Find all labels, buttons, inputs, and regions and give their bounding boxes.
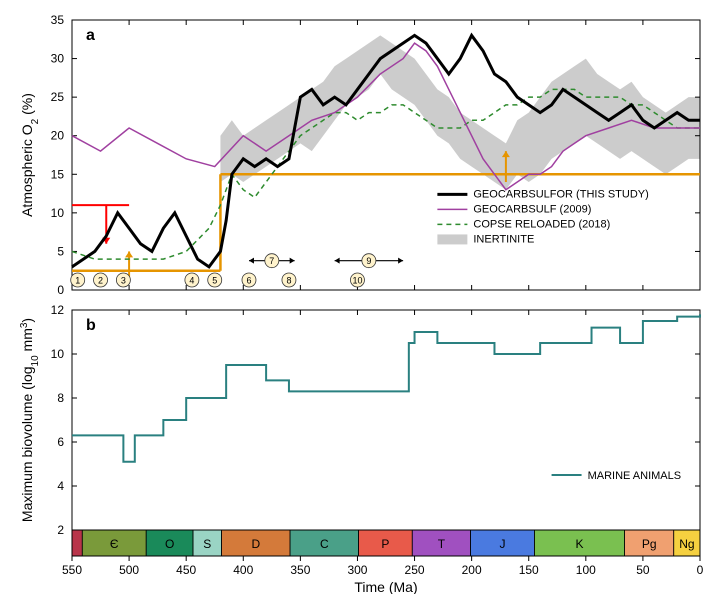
geo-period-label: Pg — [642, 537, 657, 551]
event-circle-label: 2 — [98, 275, 103, 285]
geo-period-label: Є — [110, 537, 119, 551]
panel-a-label: a — [86, 27, 95, 44]
event-arrow-head — [290, 258, 295, 264]
ytick-label-b: 10 — [51, 347, 65, 361]
legend-swatch — [437, 234, 467, 244]
event-circle-label: 10 — [352, 275, 362, 285]
orange-arrow-head — [125, 251, 133, 257]
legend-label: GEOCARBSULF (2009) — [473, 203, 591, 215]
ytick-label-a: 20 — [51, 129, 65, 143]
geo-period-label: Ng — [679, 537, 694, 551]
ylabel-b: Maximum biovolume (log10 mm3) — [19, 318, 41, 522]
ytick-label-a: 10 — [51, 206, 65, 220]
ytick-label-b: 6 — [57, 435, 64, 449]
ytick-label-b: 2 — [57, 523, 64, 537]
event-circle-label: 6 — [246, 275, 251, 285]
xtick-label: 500 — [119, 563, 139, 577]
xtick-label: 400 — [233, 563, 253, 577]
chart-svg: 0510152025303512345678910aAtmospheric O2… — [0, 0, 724, 594]
ytick-label-a: 25 — [51, 90, 65, 104]
xtick-label: 0 — [697, 563, 704, 577]
event-arrow-head — [249, 258, 254, 264]
geo-period — [72, 530, 82, 556]
xlabel: Time (Ma) — [354, 579, 417, 594]
event-circle-label: 8 — [286, 275, 291, 285]
geo-period-label: C — [320, 537, 329, 551]
ytick-label-b: 4 — [57, 479, 64, 493]
legend-label: COPSE RELOADED (2018) — [473, 218, 610, 230]
event-circle-label: 3 — [121, 275, 126, 285]
ytick-label-a: 0 — [57, 283, 64, 297]
geo-period-label: S — [203, 537, 211, 551]
geo-period-label: P — [381, 537, 389, 551]
xtick-label: 150 — [519, 563, 539, 577]
ytick-label-a: 30 — [51, 52, 65, 66]
geo-period-label: D — [251, 537, 260, 551]
event-circle-label: 9 — [366, 256, 371, 266]
geo-period-label: K — [576, 537, 584, 551]
geo-period-label: T — [438, 537, 446, 551]
legend-b-label: MARINE ANIMALS — [588, 470, 682, 482]
legend-label: GEOCARBSULFOR (THIS STUDY) — [473, 188, 648, 200]
event-circle-label: 1 — [75, 275, 80, 285]
xtick-label: 50 — [636, 563, 650, 577]
ytick-label-b: 12 — [51, 303, 65, 317]
xtick-label: 200 — [462, 563, 482, 577]
xtick-label: 450 — [176, 563, 196, 577]
panel-b-label: b — [86, 317, 96, 334]
ytick-label-b: 8 — [57, 391, 64, 405]
event-arrow-head — [335, 258, 340, 264]
event-circle-label: 7 — [269, 256, 274, 266]
ytick-label-a: 35 — [51, 13, 65, 27]
geo-period-label: J — [499, 537, 505, 551]
ylabel-a: Atmospheric O2 (%) — [19, 93, 41, 217]
xtick-label: 550 — [62, 563, 82, 577]
event-arrow-head — [398, 258, 403, 264]
marine-line — [72, 314, 700, 461]
xtick-label: 100 — [576, 563, 596, 577]
xtick-label: 250 — [405, 563, 425, 577]
ytick-label-a: 15 — [51, 167, 65, 181]
ytick-label-a: 5 — [57, 244, 64, 258]
legend-label: INERTINITE — [473, 233, 534, 245]
xtick-label: 350 — [290, 563, 310, 577]
chart-container: 0510152025303512345678910aAtmospheric O2… — [0, 0, 724, 594]
xtick-label: 300 — [347, 563, 367, 577]
geo-period-label: O — [165, 537, 174, 551]
event-circle-label: 5 — [212, 275, 217, 285]
event-circle-label: 4 — [189, 275, 194, 285]
